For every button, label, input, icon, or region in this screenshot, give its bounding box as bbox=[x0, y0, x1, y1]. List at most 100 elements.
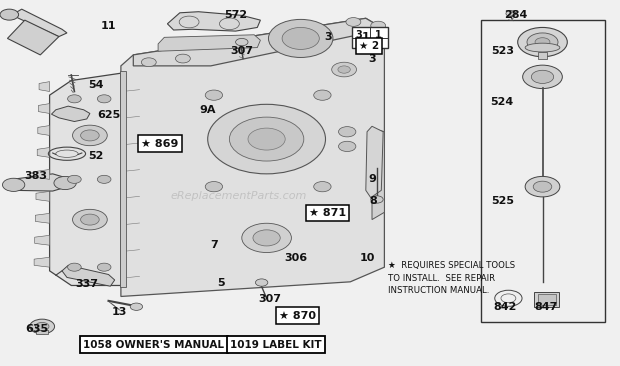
Circle shape bbox=[339, 127, 356, 137]
Text: ★  REQUIRES SPECIAL TOOLS
TO INSTALL.  SEE REPAIR
INSTRUCTION MANUAL.: ★ REQUIRES SPECIAL TOOLS TO INSTALL. SEE… bbox=[388, 261, 515, 295]
Polygon shape bbox=[38, 104, 50, 113]
Circle shape bbox=[523, 65, 562, 89]
Circle shape bbox=[531, 70, 554, 83]
Text: 284: 284 bbox=[504, 10, 528, 20]
Text: 525: 525 bbox=[490, 196, 514, 206]
Text: 306: 306 bbox=[285, 253, 308, 263]
Text: 307: 307 bbox=[230, 46, 254, 56]
Circle shape bbox=[346, 18, 361, 26]
Bar bbox=[36, 330, 48, 334]
Text: 3: 3 bbox=[355, 30, 361, 40]
Circle shape bbox=[338, 66, 350, 73]
Text: 11: 11 bbox=[100, 20, 117, 31]
Polygon shape bbox=[12, 9, 67, 37]
Circle shape bbox=[68, 175, 81, 183]
Circle shape bbox=[255, 279, 268, 286]
Circle shape bbox=[2, 178, 25, 191]
Polygon shape bbox=[35, 213, 50, 223]
Circle shape bbox=[242, 223, 291, 253]
Circle shape bbox=[97, 175, 111, 183]
Polygon shape bbox=[121, 18, 384, 296]
Circle shape bbox=[535, 38, 550, 46]
Circle shape bbox=[339, 141, 356, 152]
Polygon shape bbox=[36, 191, 50, 201]
Circle shape bbox=[518, 27, 567, 57]
Polygon shape bbox=[133, 18, 384, 66]
Circle shape bbox=[35, 322, 49, 330]
Polygon shape bbox=[39, 82, 50, 92]
Circle shape bbox=[208, 104, 326, 174]
Polygon shape bbox=[37, 147, 50, 157]
Circle shape bbox=[282, 27, 319, 49]
Polygon shape bbox=[51, 106, 90, 122]
Text: 572: 572 bbox=[224, 10, 247, 20]
Circle shape bbox=[73, 125, 107, 146]
Circle shape bbox=[332, 62, 356, 77]
Text: 52: 52 bbox=[89, 150, 104, 161]
Text: 1058 OWNER'S MANUAL: 1058 OWNER'S MANUAL bbox=[83, 340, 224, 350]
Circle shape bbox=[130, 303, 143, 310]
Circle shape bbox=[371, 21, 386, 30]
Circle shape bbox=[97, 95, 111, 103]
Circle shape bbox=[68, 263, 81, 271]
Text: 9: 9 bbox=[368, 174, 376, 184]
Circle shape bbox=[97, 263, 111, 271]
Text: 3: 3 bbox=[325, 31, 332, 42]
Ellipse shape bbox=[525, 43, 560, 52]
Text: 524: 524 bbox=[490, 97, 514, 108]
Text: 307: 307 bbox=[258, 294, 281, 305]
Polygon shape bbox=[167, 12, 260, 31]
Text: eReplacementParts.com: eReplacementParts.com bbox=[170, 191, 307, 201]
Circle shape bbox=[73, 209, 107, 230]
Circle shape bbox=[175, 54, 190, 63]
Circle shape bbox=[0, 9, 19, 20]
Circle shape bbox=[314, 182, 331, 192]
Text: 635: 635 bbox=[25, 324, 49, 335]
Circle shape bbox=[81, 130, 99, 141]
Polygon shape bbox=[50, 73, 121, 285]
Circle shape bbox=[371, 196, 383, 203]
Text: 5: 5 bbox=[218, 277, 225, 288]
Text: 3: 3 bbox=[368, 53, 376, 64]
Circle shape bbox=[141, 58, 156, 67]
Polygon shape bbox=[38, 126, 50, 135]
Bar bbox=[120, 71, 126, 287]
Bar bbox=[352, 27, 388, 48]
Text: 383: 383 bbox=[24, 171, 48, 181]
Circle shape bbox=[236, 38, 248, 46]
Polygon shape bbox=[7, 20, 59, 55]
Circle shape bbox=[506, 11, 516, 16]
Text: 1019 LABEL KIT: 1019 LABEL KIT bbox=[230, 340, 322, 350]
Text: 1: 1 bbox=[375, 30, 381, 40]
Circle shape bbox=[314, 90, 331, 100]
Text: 8: 8 bbox=[370, 196, 377, 206]
Circle shape bbox=[527, 33, 558, 51]
Polygon shape bbox=[366, 126, 383, 198]
Circle shape bbox=[268, 19, 333, 57]
Text: 13: 13 bbox=[112, 307, 127, 317]
Bar bbox=[534, 292, 559, 307]
Circle shape bbox=[81, 214, 99, 225]
Circle shape bbox=[54, 176, 76, 190]
Circle shape bbox=[205, 90, 223, 100]
Circle shape bbox=[253, 230, 280, 246]
Circle shape bbox=[68, 95, 81, 103]
Circle shape bbox=[533, 181, 552, 192]
Circle shape bbox=[525, 176, 560, 197]
Text: 337: 337 bbox=[75, 279, 99, 289]
Bar bbox=[538, 52, 547, 59]
Circle shape bbox=[229, 117, 304, 161]
Text: ★ 871: ★ 871 bbox=[309, 208, 346, 218]
Polygon shape bbox=[62, 265, 115, 286]
Polygon shape bbox=[158, 35, 260, 51]
Text: 7: 7 bbox=[210, 240, 218, 250]
Bar bbox=[538, 294, 556, 305]
Polygon shape bbox=[37, 169, 50, 179]
Text: ★ 870: ★ 870 bbox=[279, 310, 316, 321]
Circle shape bbox=[248, 128, 285, 150]
Text: 842: 842 bbox=[493, 302, 516, 312]
Polygon shape bbox=[35, 235, 50, 245]
Text: 625: 625 bbox=[97, 110, 120, 120]
Text: 54: 54 bbox=[88, 80, 104, 90]
Text: 10: 10 bbox=[360, 253, 375, 263]
